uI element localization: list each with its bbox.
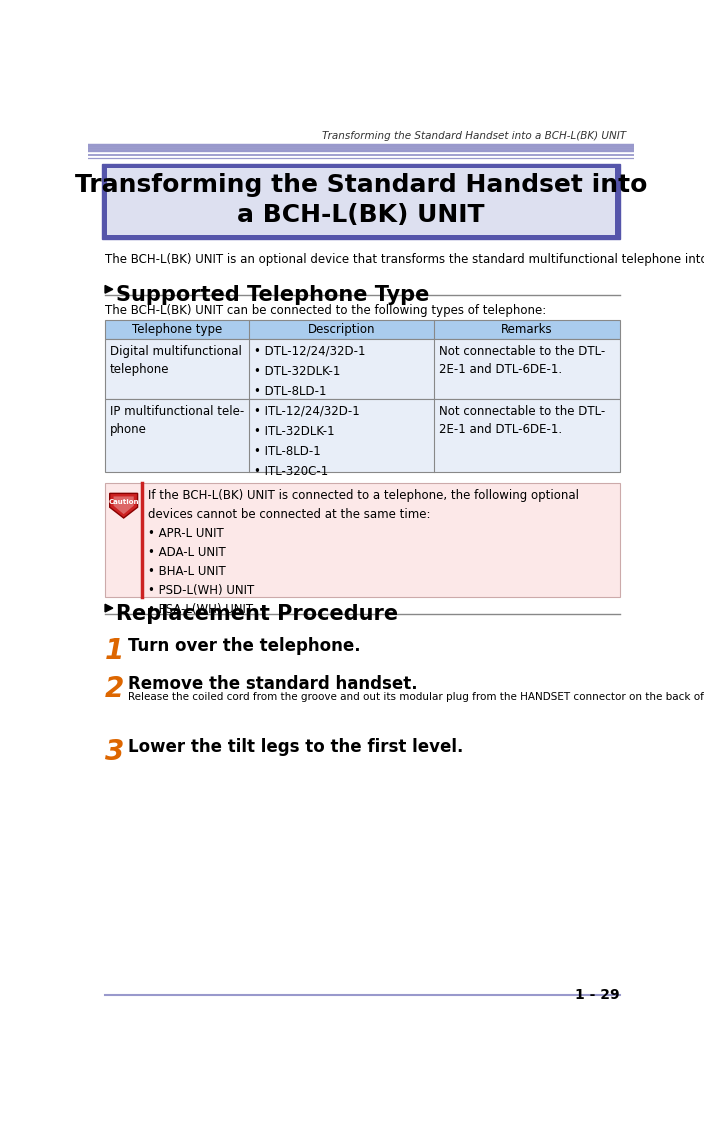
Text: • ITL-12/24/32D-1
• ITL-32DLK-1
• ITL-8LD-1
• ITL-320C-1: • ITL-12/24/32D-1 • ITL-32DLK-1 • ITL-8L…	[253, 405, 360, 477]
Text: Supported Telephone Type: Supported Telephone Type	[116, 286, 429, 305]
FancyBboxPatch shape	[102, 163, 620, 239]
Text: • DTL-12/24/32D-1
• DTL-32DLK-1
• DTL-8LD-1: • DTL-12/24/32D-1 • DTL-32DLK-1 • DTL-8L…	[253, 345, 365, 398]
Text: If the BCH-L(BK) UNIT is connected to a telephone, the following optional
device: If the BCH-L(BK) UNIT is connected to a …	[149, 489, 579, 616]
FancyBboxPatch shape	[105, 339, 620, 399]
Polygon shape	[105, 286, 113, 294]
Text: Turn over the telephone.: Turn over the telephone.	[128, 636, 361, 654]
Text: 3: 3	[105, 738, 125, 767]
FancyBboxPatch shape	[105, 399, 620, 472]
Text: The BCH-L(BK) UNIT is an optional device that transforms the standard multifunct: The BCH-L(BK) UNIT is an optional device…	[105, 253, 704, 266]
Text: Replacement Procedure: Replacement Procedure	[116, 604, 398, 624]
Text: Remove the standard handset.: Remove the standard handset.	[128, 675, 418, 693]
Text: IP multifunctional tele-
phone: IP multifunctional tele- phone	[110, 405, 244, 435]
FancyBboxPatch shape	[105, 320, 620, 339]
Text: Description: Description	[308, 323, 375, 336]
FancyBboxPatch shape	[105, 483, 620, 596]
Text: Remarks: Remarks	[501, 323, 553, 336]
Text: Digital multifunctional
telephone: Digital multifunctional telephone	[110, 345, 241, 375]
Text: Not connectable to the DTL-
2E-1 and DTL-6DE-1.: Not connectable to the DTL- 2E-1 and DTL…	[439, 405, 605, 435]
Text: Lower the tilt legs to the first level.: Lower the tilt legs to the first level.	[128, 738, 464, 756]
Text: Transforming the Standard Handset into
a BCH-L(BK) UNIT: Transforming the Standard Handset into a…	[75, 174, 647, 227]
Text: Transforming the Standard Handset into a BCH-L(BK) UNIT: Transforming the Standard Handset into a…	[322, 132, 626, 142]
FancyBboxPatch shape	[106, 169, 615, 235]
Text: The BCH-L(BK) UNIT can be connected to the following types of telephone:: The BCH-L(BK) UNIT can be connected to t…	[105, 304, 546, 316]
Text: Telephone type: Telephone type	[132, 323, 222, 336]
Text: Release the coiled cord from the groove and out its modular plug from the HANDSE: Release the coiled cord from the groove …	[128, 692, 704, 702]
Polygon shape	[105, 604, 113, 612]
Text: 1 - 29: 1 - 29	[575, 988, 620, 1001]
Text: 1: 1	[105, 636, 125, 665]
Text: Not connectable to the DTL-
2E-1 and DTL-6DE-1.: Not connectable to the DTL- 2E-1 and DTL…	[439, 345, 605, 375]
Text: Caution: Caution	[108, 499, 139, 505]
Polygon shape	[113, 497, 134, 514]
Polygon shape	[110, 493, 137, 518]
Text: 2: 2	[105, 675, 125, 703]
